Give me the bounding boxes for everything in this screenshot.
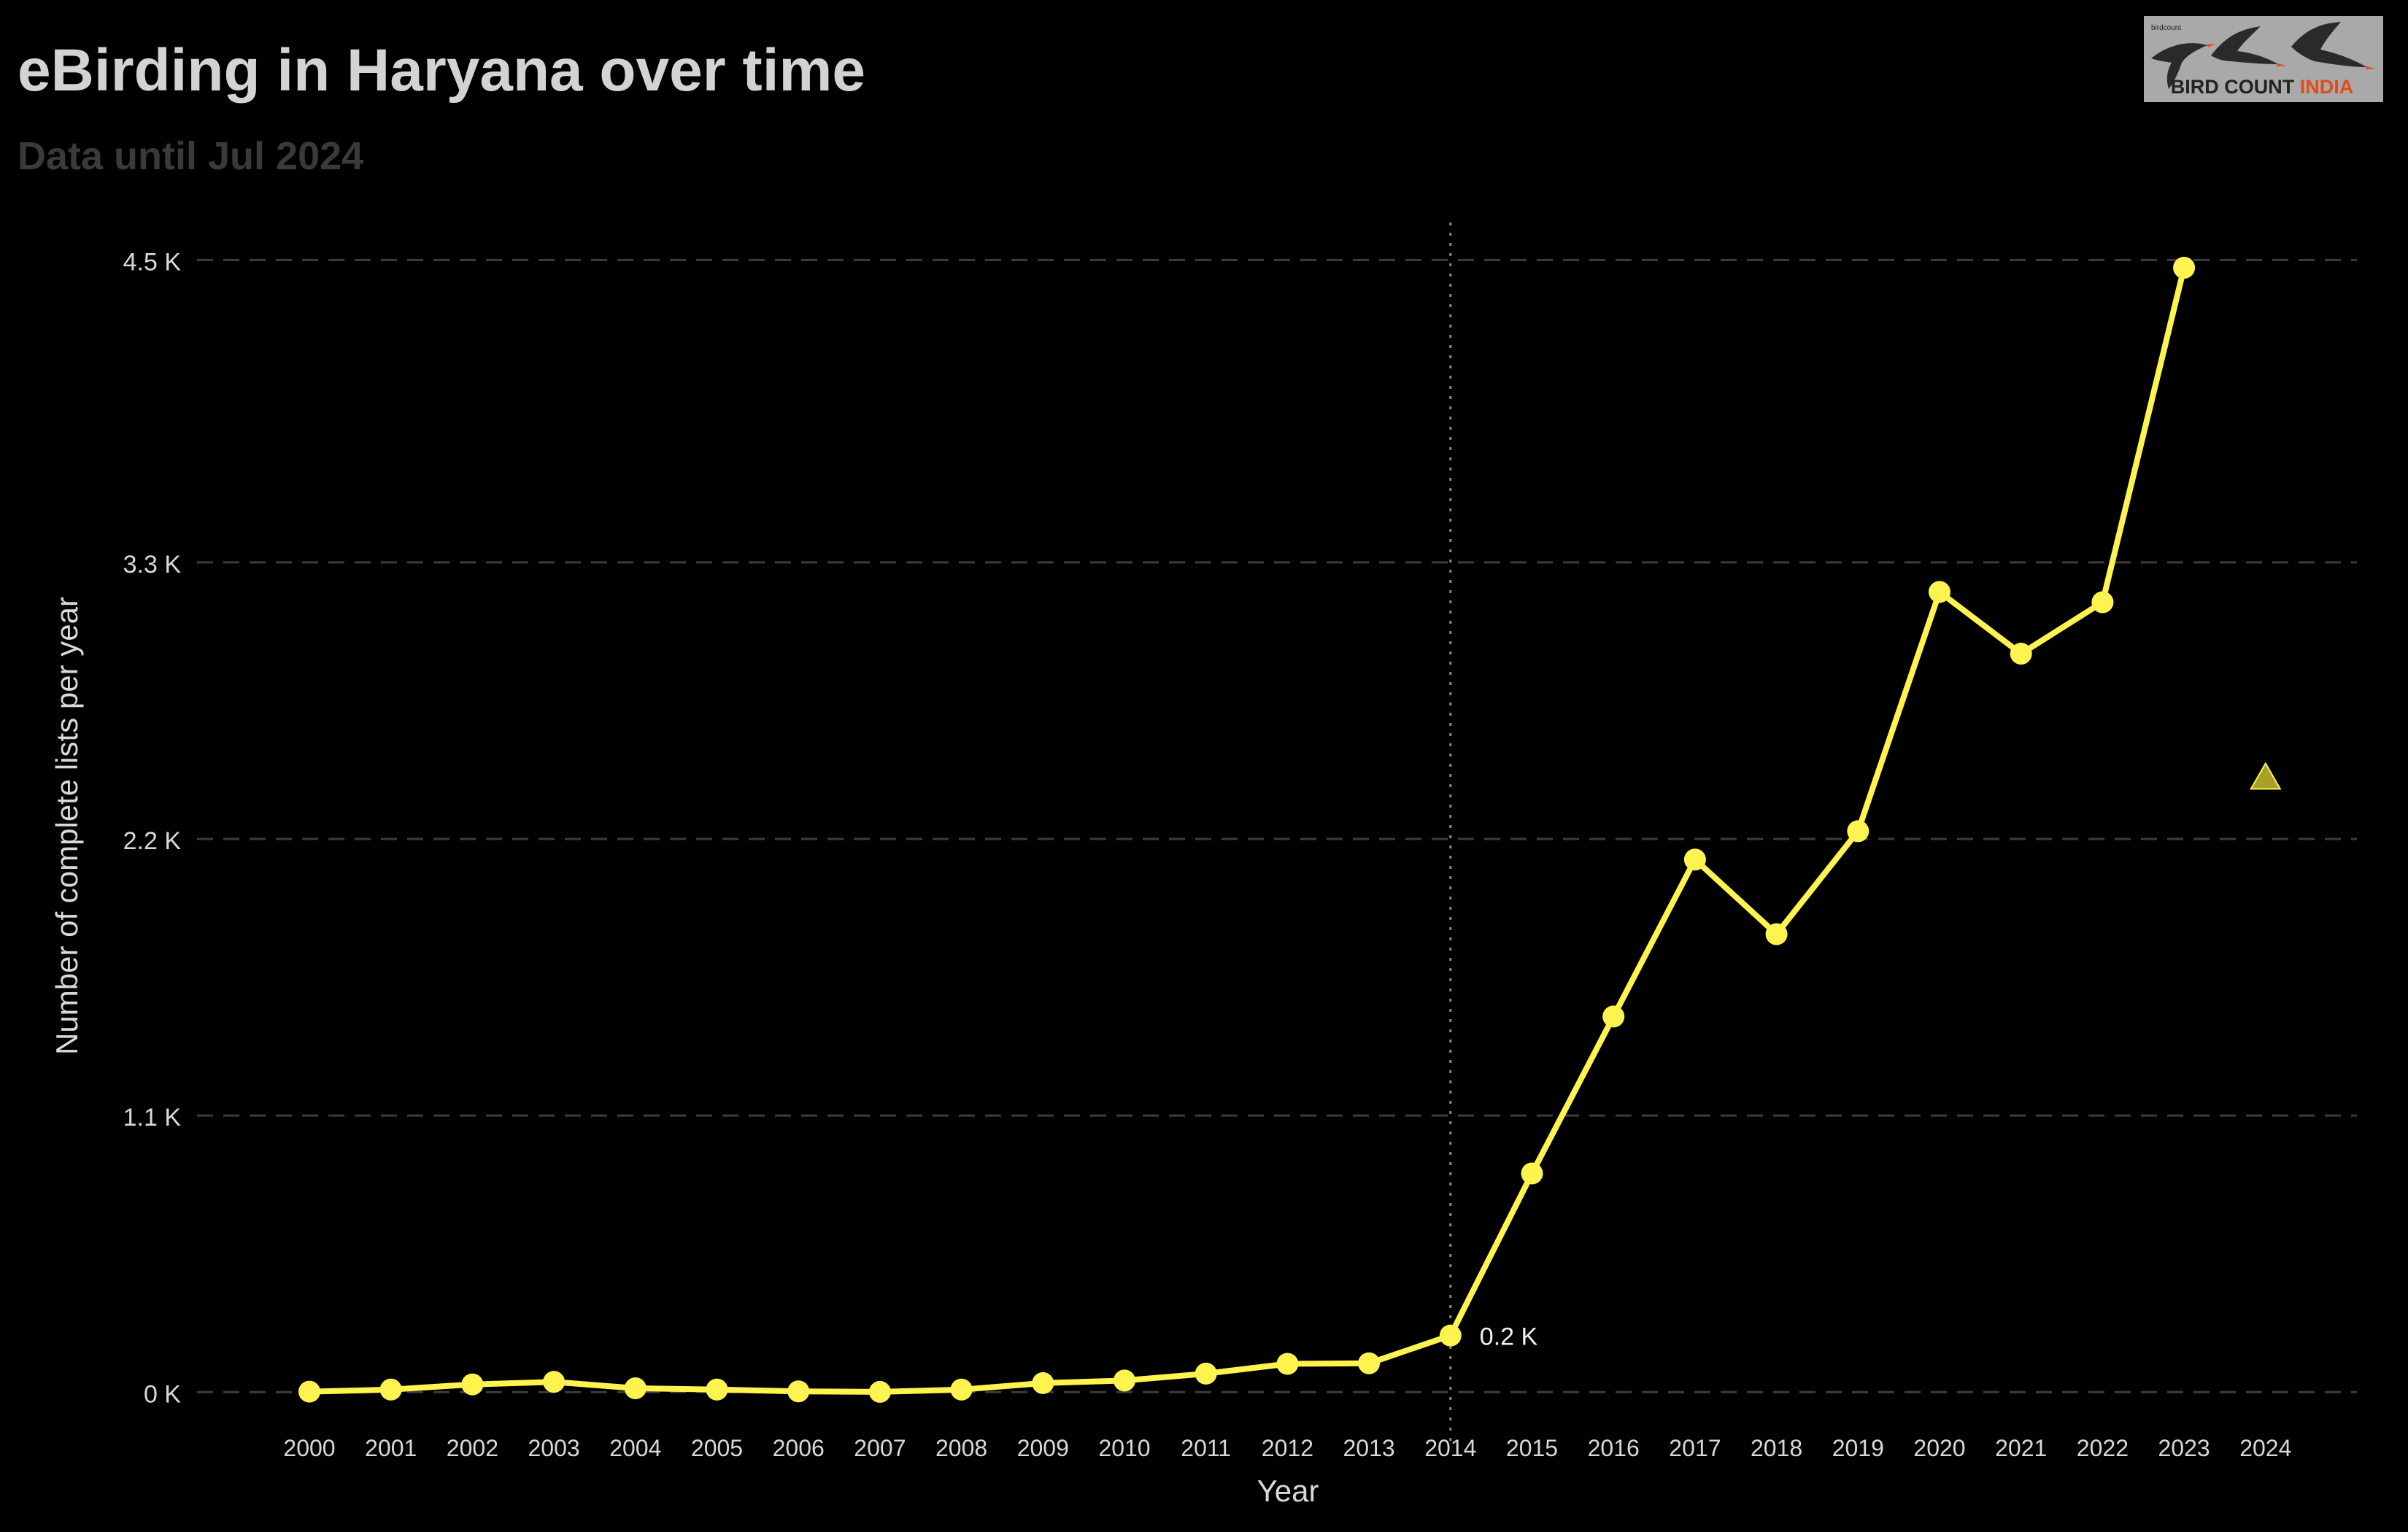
x-axis-label: Year [1257, 1474, 1319, 1508]
data-point-2013 [1358, 1352, 1381, 1374]
logo-text: BIRD COUNT INDIA [2171, 76, 2354, 98]
x-tick-label: 2007 [854, 1435, 906, 1461]
y-tick-label: 1.1 K [123, 1104, 182, 1131]
data-point-2018 [1765, 923, 1788, 945]
y-tick-label: 2.2 K [123, 827, 182, 855]
data-point-2010 [1114, 1369, 1135, 1392]
series-line-layer [306, 265, 2188, 1395]
y-tick-label: 4.5 K [123, 248, 182, 276]
bird-beak-accents-icon [2207, 44, 2376, 69]
x-tick-label: 2008 [935, 1435, 987, 1461]
data-point-2008 [950, 1378, 973, 1401]
x-tick-label: 2010 [1098, 1435, 1150, 1461]
x-tick-labels: 2000 2001 2002 2003 2004 2005 2006 2007 2008 2009… [283, 1435, 2291, 1461]
x-tick-label: 2017 [1669, 1435, 1721, 1461]
data-point-2023 [2173, 257, 2196, 279]
data-point-2005 [706, 1378, 728, 1401]
bird-count-india-logo: birdcount BIRD COUNT INDIA [2144, 16, 2383, 102]
x-tick-label: 2012 [1262, 1435, 1313, 1461]
logo-text-main: BIRD COUNT [2171, 76, 2300, 98]
y-axis-label: Number of complete lists per year [50, 597, 84, 1055]
x-tick-label: 2018 [1751, 1435, 1802, 1461]
x-tick-label: 2003 [528, 1435, 580, 1461]
x-tick-label: 2013 [1343, 1435, 1395, 1461]
data-point-2016 [1602, 1005, 1625, 1028]
x-tick-label: 2005 [691, 1435, 743, 1461]
data-point-2011 [1195, 1362, 1217, 1385]
x-tick-label: 2016 [1588, 1435, 1640, 1461]
x-tick-label: 2004 [609, 1435, 661, 1461]
x-tick-label: 2023 [2158, 1435, 2210, 1461]
data-point-2024-partial [2250, 762, 2282, 790]
chart-title: eBirding in Haryana over time [18, 37, 865, 104]
data-point-2002 [461, 1373, 484, 1396]
data-point-2007 [868, 1380, 891, 1403]
data-point-2009 [1032, 1372, 1054, 1394]
data-point-2015 [1521, 1162, 1543, 1185]
y-tick-label: 3.3 K [123, 551, 182, 579]
annotation-layer: 0.2 K [1480, 1323, 1538, 1351]
data-point-2001 [379, 1378, 402, 1401]
bird-silhouettes-icon [2151, 22, 2367, 89]
data-point-2003 [543, 1371, 566, 1393]
x-tick-label: 2011 [1181, 1435, 1231, 1461]
data-point-2022 [2091, 591, 2114, 614]
series-line [306, 265, 2188, 1395]
data-points-layer [298, 257, 2282, 1403]
data-point-2004 [624, 1377, 647, 1399]
annotation-label: 0.2 K [1480, 1323, 1538, 1351]
x-tick-label: 2001 [365, 1435, 417, 1461]
data-point-2006 [787, 1380, 810, 1403]
x-tick-label: 2024 [2239, 1435, 2291, 1461]
x-tick-label: 2015 [1506, 1435, 1558, 1461]
data-point-2020 [1929, 581, 1950, 603]
y-tick-label: 0 K [144, 1380, 181, 1408]
data-point-2019 [1847, 820, 1869, 843]
chart-subtitle: Data until Jul 2024 [18, 134, 363, 178]
x-tick-label: 2022 [2077, 1435, 2129, 1461]
x-tick-label: 2009 [1017, 1435, 1069, 1461]
x-tick-label: 2020 [1913, 1435, 1965, 1461]
data-point-2014 [1439, 1324, 1462, 1347]
data-point-2017 [1683, 848, 1706, 871]
grid-layer [197, 258, 2357, 1393]
x-tick-label: 2006 [773, 1435, 825, 1461]
logo-text-accent: INDIA [2300, 76, 2354, 98]
data-point-2012 [1276, 1353, 1299, 1375]
logo-small-text: birdcount [2151, 24, 2181, 32]
x-tick-label: 2021 [1995, 1435, 2047, 1461]
data-point-2000 [298, 1380, 320, 1403]
x-tick-label: 2000 [283, 1435, 335, 1461]
x-tick-label: 2019 [1832, 1435, 1884, 1461]
x-tick-label: 2014 [1424, 1435, 1476, 1461]
x-tick-label: 2002 [447, 1435, 498, 1461]
y-tick-labels: 0 K 1.1 K 2.2 K 3.3 K 4.5 K [123, 248, 182, 1408]
data-point-2021 [2010, 643, 2032, 665]
